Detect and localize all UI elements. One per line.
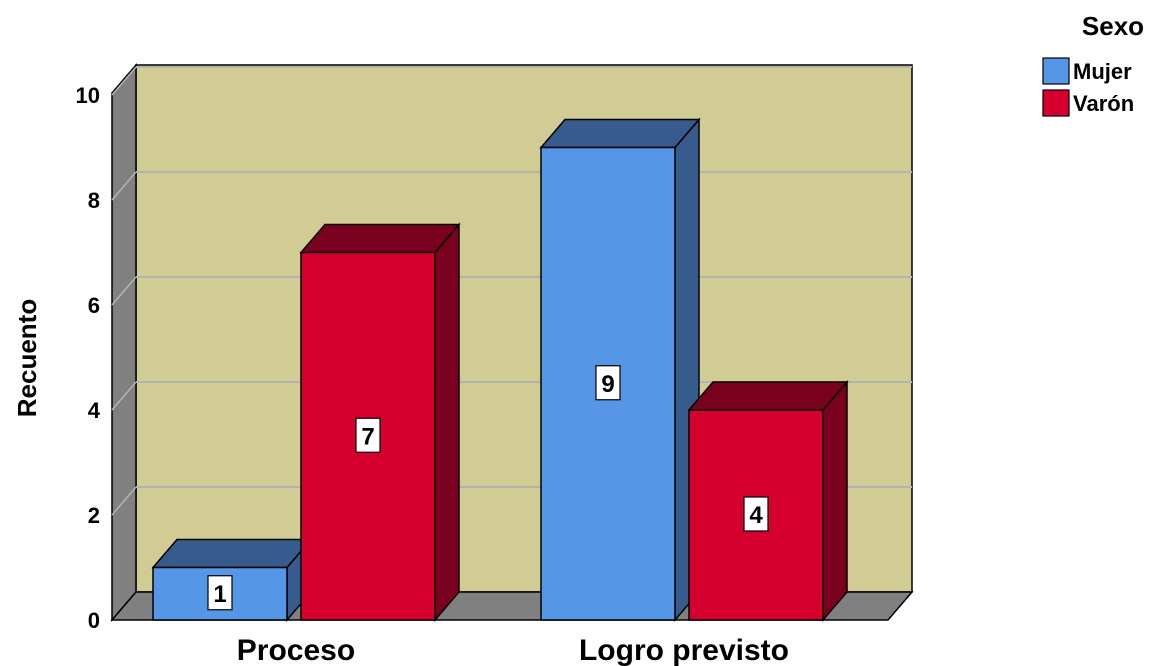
data-label: 4 — [743, 496, 769, 532]
y-axis-title: Recuento — [12, 299, 42, 417]
left-wall — [111, 62, 137, 623]
y-axis-ticks: 0 2 4 6 8 10 — [76, 83, 101, 633]
legend-swatch — [1042, 57, 1070, 85]
data-label-text: 1 — [213, 581, 226, 608]
gridline-side — [111, 381, 137, 411]
data-label-text: 7 — [361, 423, 374, 450]
y-tick-label: 8 — [88, 188, 100, 213]
data-label: 7 — [355, 417, 381, 453]
chart-walls — [110, 62, 914, 623]
legend-items: Mujer Varón — [1042, 57, 1134, 117]
bar-top — [539, 118, 701, 149]
y-tick-label: 2 — [88, 503, 100, 528]
legend-swatch — [1042, 89, 1070, 117]
x-category-label: Proceso — [237, 634, 355, 666]
legend: Sexo Mujer Varón — [1042, 11, 1144, 117]
legend-label: Mujer — [1073, 59, 1132, 84]
bar-top — [299, 223, 461, 254]
legend-item: Mujer — [1042, 57, 1132, 85]
data-label: 9 — [595, 365, 621, 401]
gridline-side — [111, 171, 137, 201]
legend-title: Sexo — [1082, 11, 1144, 41]
x-category-label: Logro previsto — [579, 634, 789, 666]
y-tick-label: 4 — [88, 398, 101, 423]
data-label: 1 — [207, 575, 233, 611]
y-tick-label: 0 — [88, 608, 100, 633]
data-label-text: 4 — [749, 502, 763, 529]
bar-side — [822, 379, 848, 623]
data-label-box — [595, 365, 621, 401]
data-label-box — [207, 575, 233, 611]
legend-label: Varón — [1073, 91, 1134, 116]
gridline-side — [111, 486, 137, 516]
bar-side — [434, 222, 460, 623]
x-axis-category-labels: Proceso Logro previsto — [237, 634, 789, 666]
data-label-box — [355, 417, 381, 453]
bar-top — [687, 381, 849, 411]
y-tick-label: 6 — [88, 293, 100, 318]
gridline-side — [111, 276, 137, 306]
bar-top — [151, 538, 313, 569]
y-tick-label: 10 — [76, 83, 100, 108]
legend-item: Varón — [1042, 89, 1134, 117]
gridline-side — [111, 66, 137, 96]
data-label-box — [743, 496, 769, 532]
data-label-text: 9 — [601, 371, 614, 398]
